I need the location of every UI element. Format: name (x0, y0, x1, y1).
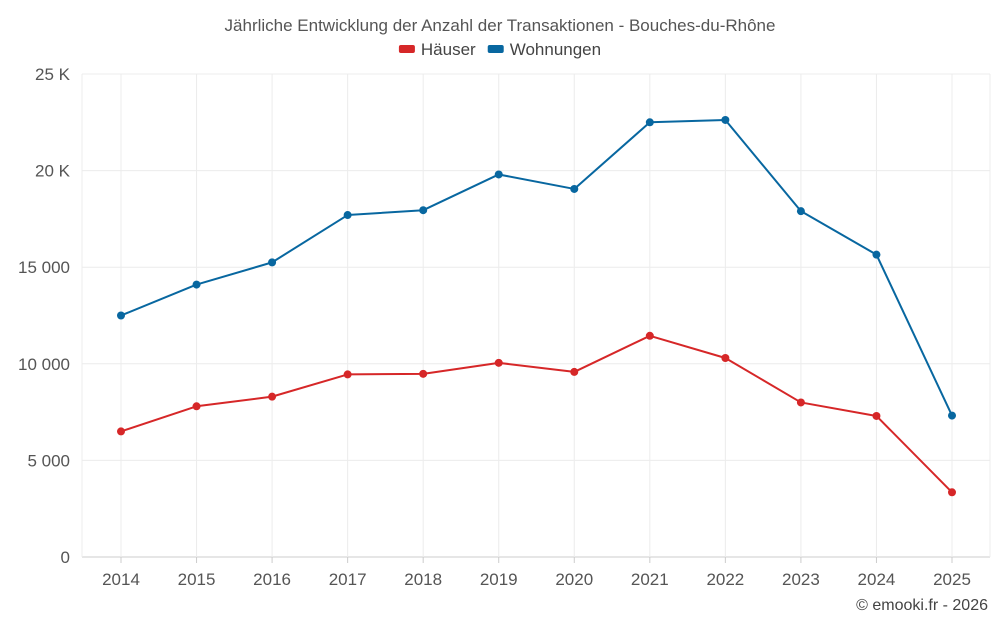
y-tick-label: 10 000 (18, 355, 70, 374)
credit-text: © emooki.fr - 2026 (856, 597, 988, 614)
y-axis: 0 5 000 10 000 15 000 20 K 25 K (18, 65, 71, 567)
x-axis: 2014 2015 2016 2017 2018 2019 2020 2021 2022 2023… (102, 557, 971, 589)
data-point[interactable] (645, 118, 654, 127)
data-point[interactable] (796, 207, 805, 216)
y-tick-label: 0 (61, 548, 70, 567)
x-tick-label: 2016 (253, 570, 291, 589)
data-point[interactable] (192, 280, 201, 289)
x-tick-label: 2025 (933, 570, 971, 589)
x-tick-label: 2015 (178, 570, 216, 589)
y-tick-label: 15 000 (18, 258, 70, 277)
legend-item[interactable]: Wohnungen (487, 40, 601, 59)
series-layer (117, 115, 956, 497)
chart-title: Jährliche Entwicklung der Anzahl der Tra… (225, 16, 776, 35)
legend-swatch (487, 45, 504, 53)
data-point[interactable] (419, 369, 428, 378)
data-point[interactable] (872, 250, 881, 259)
legend-label: Wohnungen (510, 40, 601, 59)
data-point[interactable] (268, 392, 277, 401)
data-point[interactable] (343, 370, 352, 379)
data-point[interactable] (117, 427, 125, 436)
data-point[interactable] (645, 331, 654, 340)
series-0 (117, 331, 956, 497)
y-tick-label: 25 K (35, 65, 71, 84)
series-line (120, 334, 953, 493)
x-tick-label: 2019 (480, 570, 518, 589)
data-point[interactable] (494, 170, 503, 179)
series-line (120, 118, 953, 417)
legend-item[interactable]: Häuser (398, 40, 476, 59)
y-tick-label: 20 K (35, 162, 71, 181)
x-tick-label: 2020 (555, 570, 593, 589)
y-tick-label: 5 000 (27, 451, 70, 470)
x-tick-label: 2022 (706, 570, 744, 589)
legend: Häuser Wohnungen (398, 40, 601, 59)
data-point[interactable] (948, 488, 956, 497)
data-point[interactable] (796, 398, 805, 407)
data-point[interactable] (721, 115, 730, 124)
data-point[interactable] (570, 367, 579, 376)
series-1 (117, 115, 956, 420)
x-tick-label: 2017 (329, 570, 367, 589)
data-point[interactable] (343, 211, 352, 220)
gridlines (81, 73, 991, 558)
legend-swatch (398, 45, 415, 53)
x-tick-label: 2023 (782, 570, 820, 589)
x-tick-label: 2024 (858, 570, 896, 589)
data-point[interactable] (872, 411, 881, 420)
legend-label: Häuser (421, 40, 476, 59)
data-point[interactable] (948, 411, 956, 420)
x-tick-label: 2018 (404, 570, 442, 589)
data-point[interactable] (419, 206, 428, 215)
data-point[interactable] (268, 258, 277, 267)
data-point[interactable] (570, 184, 579, 193)
x-tick-label: 2021 (631, 570, 669, 589)
x-tick-label: 2014 (102, 570, 140, 589)
data-point[interactable] (192, 402, 201, 411)
data-point[interactable] (494, 358, 503, 367)
data-point[interactable] (721, 354, 730, 363)
data-point[interactable] (117, 311, 125, 320)
